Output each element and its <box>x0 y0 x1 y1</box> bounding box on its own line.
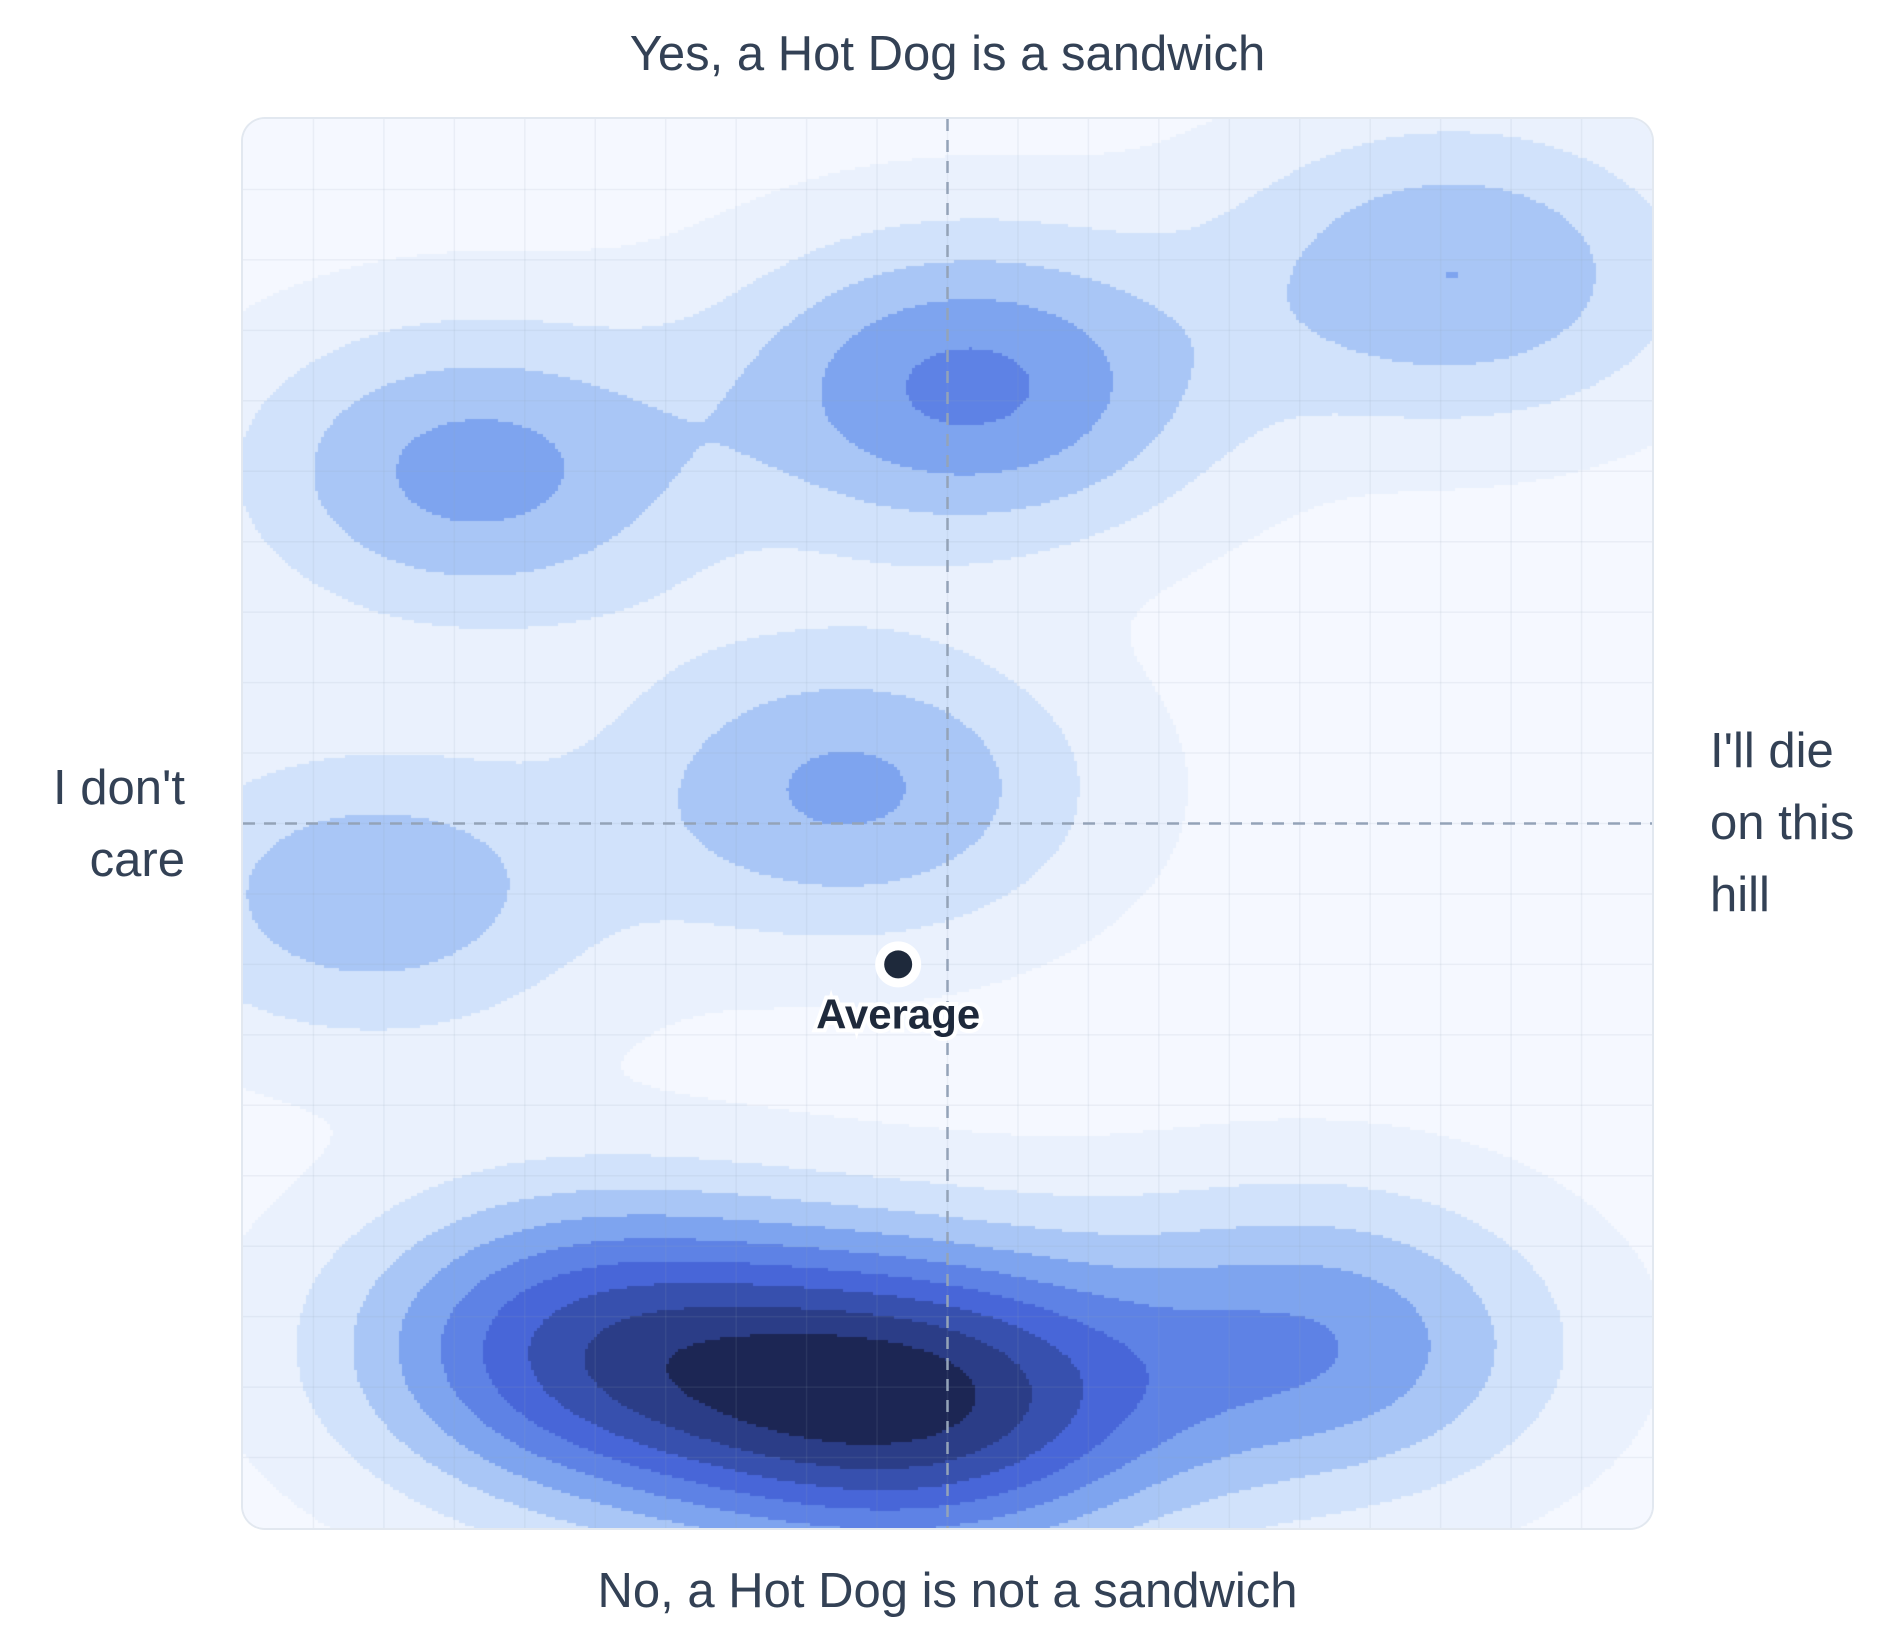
y-axis-max-label: Yes, a Hot Dog is a sandwich <box>629 27 1266 81</box>
y-axis-min-label: No, a Hot Dog is not a sandwich <box>597 1564 1298 1618</box>
heatmap-plot[interactable]: Average <box>243 119 1652 1528</box>
average-label: Average <box>816 990 980 1037</box>
plot-overlay: Average <box>243 119 1652 1528</box>
average-marker[interactable]: Average <box>812 941 984 1041</box>
average-marker-dot <box>884 950 913 979</box>
x-axis-max-label: I'll die on this hill <box>1710 724 1855 922</box>
x-axis-min-label: I don't care <box>53 761 185 887</box>
